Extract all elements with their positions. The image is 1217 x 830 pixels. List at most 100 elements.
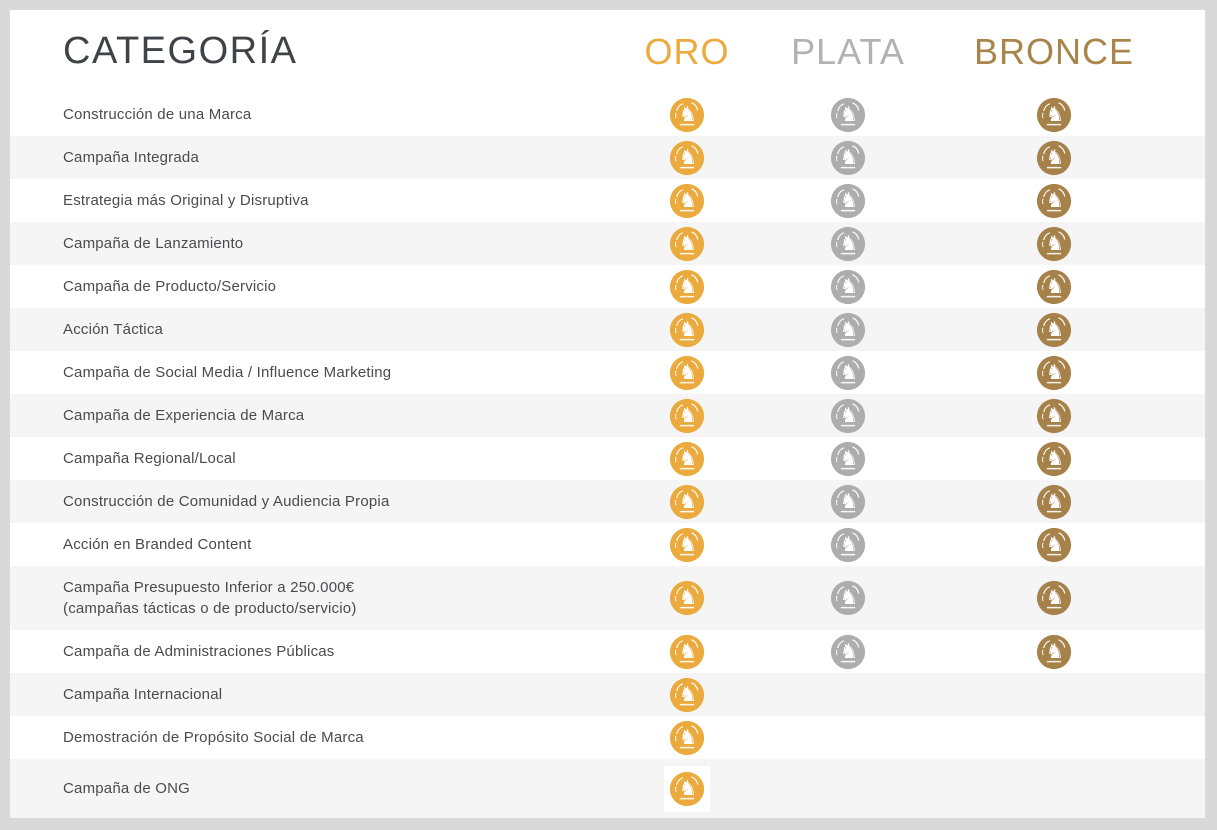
bronze-medal-icon: ♞ [1036,226,1072,261]
table-row: Estrategia más Original y Disruptiva ♞ ♞… [10,179,1205,222]
svg-text:♞: ♞ [840,187,859,211]
category-cell: Campaña de Experiencia de Marca [10,405,607,426]
svg-text:♞: ♞ [840,488,859,512]
svg-text:♞: ♞ [679,681,698,705]
table-row: Campaña Internacional ♞ [10,673,1205,716]
plata-cell: ♞ [767,180,929,221]
gold-medal-icon: ♞ [669,97,705,132]
oro-cell: ♞ [607,94,767,135]
table-row: Acción Táctica ♞ ♞ ♞ [10,308,1205,351]
svg-text:♞: ♞ [679,101,698,125]
gold-medal-icon: ♞ [669,140,705,175]
category-cell: Estrategia más Original y Disruptiva [10,190,607,211]
oro-cell: ♞ [607,760,767,817]
bronze-medal-icon: ♞ [1036,634,1072,669]
plata-cell: ♞ [767,94,929,135]
silver-medal-icon: ♞ [830,226,866,261]
svg-text:♞: ♞ [1046,531,1065,555]
gold-medal-icon: ♞ [669,398,705,433]
category-label: Construcción de Comunidad y Audiencia Pr… [63,493,390,510]
plata-cell: ♞ [767,524,929,565]
table-row: Campaña de ONG ♞ [10,759,1205,818]
bronce-cell: ♞ [929,309,1179,350]
gold-medal-icon: ♞ [669,226,705,261]
column-header-bronce: BRONCE [973,30,1135,72]
gold-medal-icon: ♞ [669,183,705,218]
bronce-cell: ♞ [929,352,1179,393]
svg-text:♞: ♞ [840,531,859,555]
svg-text:♞: ♞ [679,144,698,168]
svg-text:♞: ♞ [679,724,698,748]
bronze-medal-icon: ♞ [1036,527,1072,562]
category-cell: Demostración de Propósito Social de Marc… [10,727,607,748]
category-cell: Acción Táctica [10,319,607,340]
bronce-cell: ♞ [929,137,1179,178]
category-label: Campaña Internacional [63,686,223,703]
column-header-oro: ORO [644,30,730,72]
bronce-cell: ♞ [929,266,1179,307]
table-header: CATEGORÍA ORO PLATA BRONCE [10,10,1205,93]
category-cell: Campaña de Producto/Servicio [10,276,607,297]
svg-text:♞: ♞ [679,273,698,297]
svg-text:♞: ♞ [679,775,698,799]
plata-cell: ♞ [767,438,929,479]
table-row: Campaña Integrada ♞ ♞ ♞ [10,136,1205,179]
category-cell: Campaña de ONG [10,778,607,799]
svg-text:♞: ♞ [679,445,698,469]
silver-medal-icon: ♞ [830,183,866,218]
table-row: Campaña Presupuesto Inferior a 250.000€ … [10,566,1205,630]
plata-cell: ♞ [767,223,929,264]
category-cell: Campaña Internacional [10,684,607,705]
oro-cell: ♞ [607,309,767,350]
plata-cell [767,717,929,758]
oro-cell: ♞ [607,137,767,178]
gold-medal-icon: ♞ [669,580,705,616]
table-row: Campaña de Lanzamiento ♞ ♞ ♞ [10,222,1205,265]
oro-cell: ♞ [607,395,767,436]
plata-cell [767,674,929,715]
oro-cell: ♞ [607,438,767,479]
category-cell: Campaña Regional/Local [10,448,607,469]
oro-cell: ♞ [607,223,767,264]
category-label: Demostración de Propósito Social de Marc… [63,729,364,746]
table-row: Demostración de Propósito Social de Marc… [10,716,1205,759]
medal-backdrop: ♞ [664,765,710,812]
plata-cell: ♞ [767,309,929,350]
svg-text:♞: ♞ [679,488,698,512]
category-label: Campaña Presupuesto Inferior a 250.000€ [63,579,355,596]
table-row: Construcción de Comunidad y Audiencia Pr… [10,480,1205,523]
svg-text:♞: ♞ [840,316,859,340]
gold-medal-icon: ♞ [669,484,705,519]
silver-medal-icon: ♞ [830,312,866,347]
gold-medal-icon: ♞ [669,355,705,390]
svg-text:♞: ♞ [1046,101,1065,125]
bronce-cell [929,674,1179,715]
category-label: Estrategia más Original y Disruptiva [63,192,309,209]
plata-cell [767,760,929,817]
oro-cell: ♞ [607,352,767,393]
bronce-cell: ♞ [929,631,1179,672]
plata-cell: ♞ [767,352,929,393]
svg-text:♞: ♞ [679,316,698,340]
gold-medal-icon: ♞ [669,269,705,304]
svg-text:♞: ♞ [679,187,698,211]
oro-cell: ♞ [607,524,767,565]
gold-medal-icon: ♞ [669,771,705,806]
category-cell: Acción en Branded Content [10,534,607,555]
bronce-cell: ♞ [929,395,1179,436]
plata-cell: ♞ [767,481,929,522]
category-label: Construcción de una Marca [63,106,252,123]
table-body: Construcción de una Marca ♞ ♞ ♞ Campaña … [10,93,1205,818]
bronze-medal-icon: ♞ [1036,398,1072,433]
table-row: Campaña Regional/Local ♞ ♞ ♞ [10,437,1205,480]
bronze-medal-icon: ♞ [1036,140,1072,175]
silver-medal-icon: ♞ [830,441,866,476]
bronze-medal-icon: ♞ [1036,484,1072,519]
silver-medal-icon: ♞ [830,398,866,433]
svg-text:♞: ♞ [840,144,859,168]
bronce-cell [929,760,1179,817]
svg-text:♞: ♞ [1046,585,1065,609]
table-row: Construcción de una Marca ♞ ♞ ♞ [10,93,1205,136]
gold-medal-icon: ♞ [669,677,705,712]
